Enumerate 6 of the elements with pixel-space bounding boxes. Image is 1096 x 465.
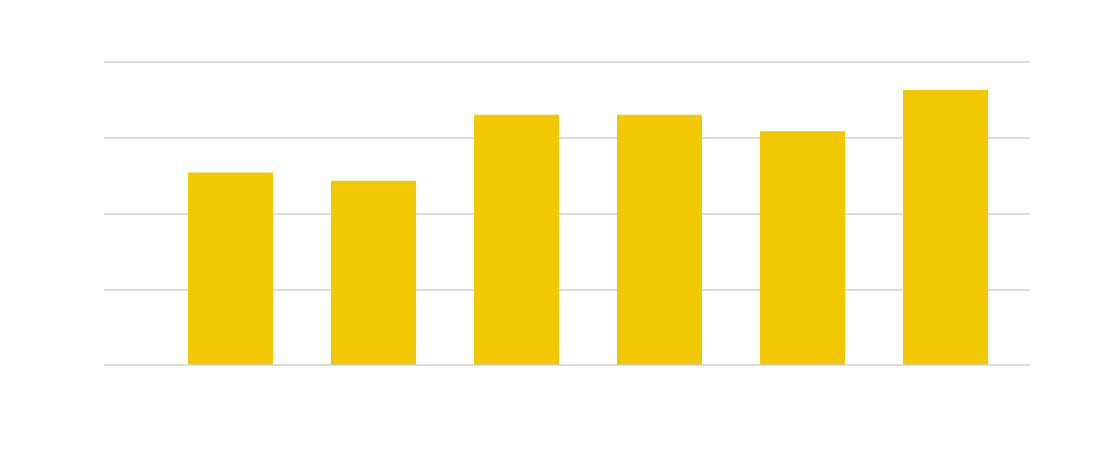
bar	[331, 180, 416, 365]
bar	[903, 90, 988, 365]
bar	[188, 172, 273, 365]
bar	[474, 114, 559, 365]
bar	[760, 131, 845, 365]
bar	[617, 114, 702, 365]
